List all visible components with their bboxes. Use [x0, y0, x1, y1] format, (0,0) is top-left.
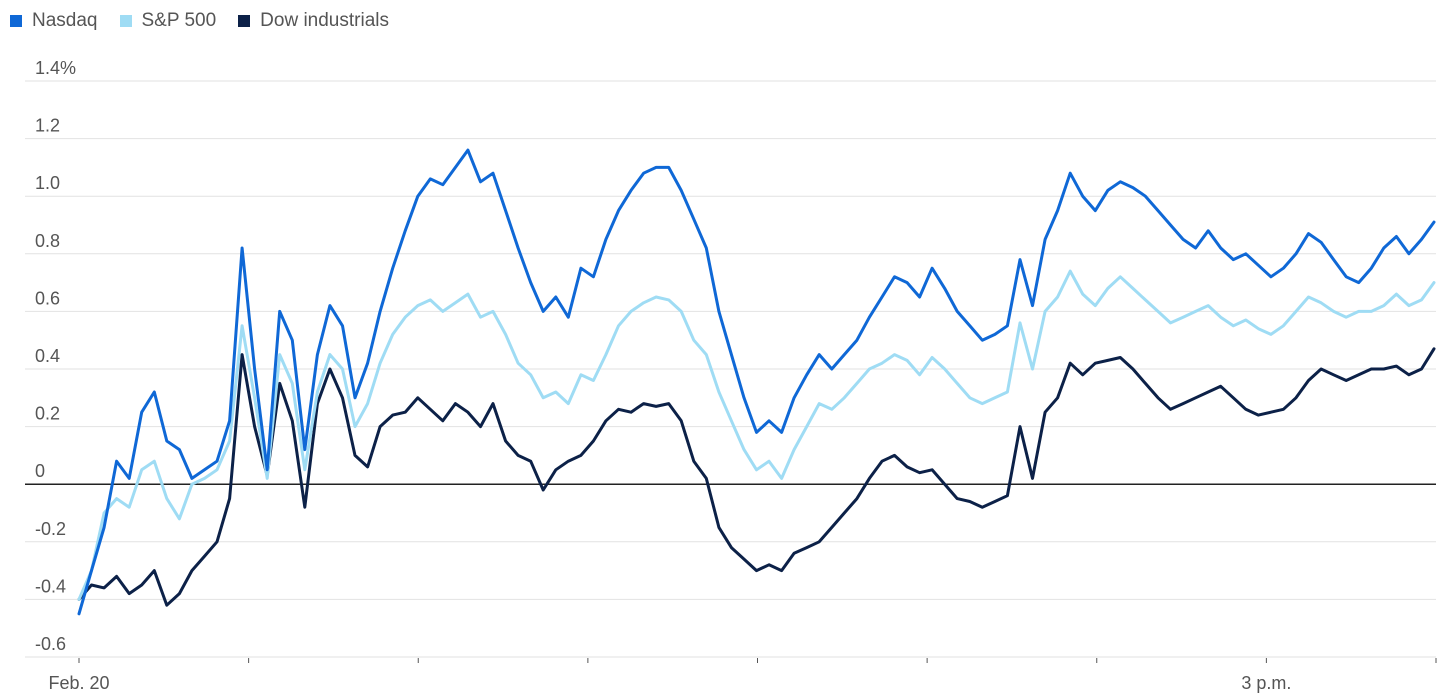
chart-grid [25, 80, 1436, 658]
y-tick-label: 0 [35, 461, 45, 481]
legend-label-sp500: S&P 500 [141, 10, 217, 31]
legend-label-nasdaq: Nasdaq [32, 10, 98, 31]
chart-series [77, 148, 1436, 616]
legend-swatch-nasdaq [10, 15, 22, 27]
y-tick-label: 0.4 [35, 346, 60, 366]
x-axis: Feb. 20 3 p.m. [48, 658, 1437, 693]
y-tick-label: 0.6 [35, 288, 60, 308]
y-tick-label: 1.2 [35, 116, 60, 136]
x-tick-label: Feb. 20 [48, 673, 109, 693]
y-tick-label: -0.4 [35, 576, 66, 596]
series-line-s-p-500[interactable] [77, 269, 1436, 601]
legend: Nasdaq S&P 500 Dow industrials [10, 10, 389, 32]
legend-swatch-sp500 [119, 15, 132, 27]
y-tick-label: 1.4% [35, 58, 76, 78]
y-tick-label: 0.8 [35, 231, 60, 251]
y-axis: -0.6 -0.4 -0.2 0 0.2 0.4 0.6 0.8 1.0 1.2 1.4% [35, 58, 76, 654]
legend-label-dow: Dow industrials [260, 10, 389, 31]
legend-item-sp500[interactable]: S&P 500 [119, 10, 217, 32]
series-line-nasdaq[interactable] [77, 148, 1436, 616]
y-tick-label: 1.0 [35, 173, 60, 193]
series-line-dow-industrials[interactable] [77, 347, 1436, 607]
legend-swatch-dow [238, 15, 251, 27]
legend-item-nasdaq[interactable]: Nasdaq [10, 10, 98, 32]
legend-item-dow[interactable]: Dow industrials [238, 10, 389, 32]
y-tick-label: -0.2 [35, 519, 66, 539]
y-tick-label: 0.2 [35, 404, 60, 424]
x-tick-label: 3 p.m. [1241, 673, 1291, 693]
y-tick-label: -0.6 [35, 634, 66, 654]
